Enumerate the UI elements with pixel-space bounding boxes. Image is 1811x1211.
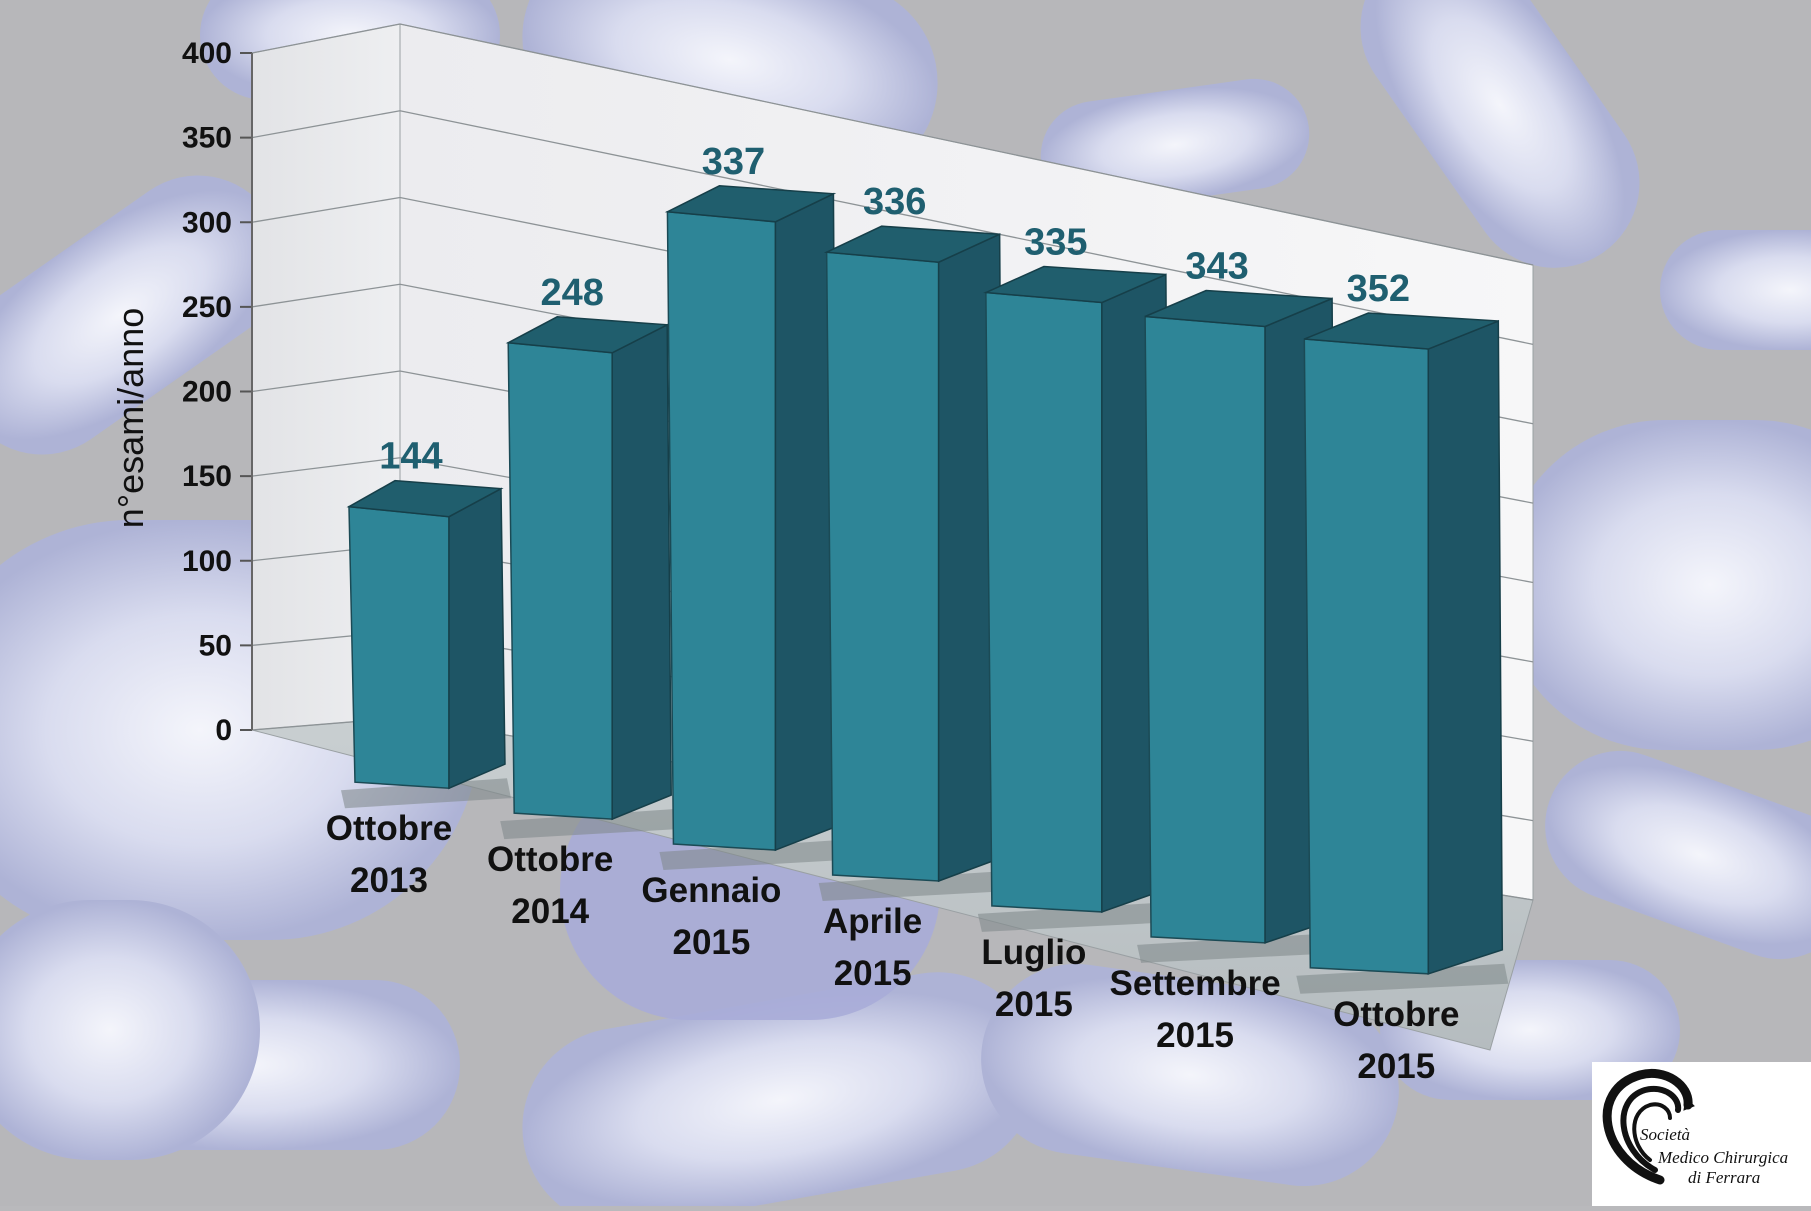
data-labels: 144 248 337 336 335 343 352 <box>379 141 1410 478</box>
bar-top <box>1304 312 1499 350</box>
data-label: 248 <box>541 272 604 314</box>
bar-front <box>507 341 613 820</box>
bar-top <box>346 479 504 518</box>
bars <box>340 185 1509 994</box>
bar-side <box>1427 319 1504 975</box>
category-label-line: 2015 <box>995 985 1073 1024</box>
bar-top <box>823 225 1000 263</box>
bar <box>659 185 844 871</box>
category-label-line: Luglio <box>981 933 1086 972</box>
category-label: Settembre 2015 <box>1110 964 1281 1055</box>
y-tick-label: 50 <box>199 629 232 662</box>
category-label-line: Ottobre <box>1333 995 1459 1034</box>
category-label: Luglio 2015 <box>981 933 1086 1024</box>
bar-side <box>611 323 672 821</box>
y-tick-label: 100 <box>182 545 232 578</box>
bar-top <box>664 185 837 223</box>
category-label: Ottobre 2014 <box>487 840 613 931</box>
data-label: 335 <box>1024 222 1087 264</box>
y-tick-label: 0 <box>215 714 232 747</box>
y-tick-label: 200 <box>182 376 232 409</box>
y-tick-label: 150 <box>182 460 232 493</box>
data-label: 343 <box>1185 245 1248 287</box>
logo-line-1: Società <box>1640 1125 1690 1144</box>
bar-top <box>505 316 670 354</box>
logo-line-2: Medico Chirurgica <box>1657 1148 1788 1167</box>
bar-front <box>1144 315 1266 944</box>
bar-front <box>1303 338 1430 975</box>
bar-side <box>448 487 506 790</box>
y-tick-label: 400 <box>182 37 232 70</box>
bar <box>500 316 678 840</box>
category-label-line: 2015 <box>1357 1047 1435 1086</box>
category-label: Ottobre 2013 <box>326 809 452 900</box>
category-label-line: Ottobre <box>326 809 452 848</box>
bar <box>340 479 511 809</box>
category-label-line: 2015 <box>1156 1016 1234 1055</box>
bar-top <box>1144 289 1333 328</box>
category-label-line: 2015 <box>834 954 912 993</box>
category-label-line: Gennaio <box>641 871 781 910</box>
data-label: 337 <box>702 141 765 183</box>
category-label-line: Ottobre <box>487 840 613 879</box>
category-label-line: Settembre <box>1110 964 1281 1003</box>
bar-front <box>348 505 450 789</box>
data-label: 144 <box>379 436 442 478</box>
gridline <box>251 110 1534 346</box>
bar <box>818 225 1010 901</box>
bar-front <box>825 251 940 882</box>
category-label-line: 2014 <box>511 892 589 931</box>
category-label: Ottobre 2015 <box>1333 995 1459 1086</box>
category-label: Gennaio 2015 <box>641 871 781 962</box>
category-label-line: Aprile <box>823 902 922 941</box>
category-label: Aprile 2015 <box>823 902 922 993</box>
bar-front <box>985 291 1103 913</box>
logo-line-3: di Ferrara <box>1688 1168 1760 1187</box>
y-tick-label: 300 <box>182 206 232 239</box>
bar-top <box>982 265 1167 304</box>
y-axis-label: n°esami/anno <box>110 308 151 529</box>
y-tick-label: 350 <box>182 122 232 155</box>
y-axis: 0 50 100 150 200 250 300 350 400 <box>182 37 253 747</box>
bar <box>1296 312 1509 994</box>
y-tick-label: 250 <box>182 291 232 324</box>
logo-swirl-icon <box>1602 1069 1695 1185</box>
category-labels: Ottobre 2013 Ottobre 2014 Gennaio 2015 Aprile 2… <box>326 809 1460 1086</box>
bar-front <box>666 210 777 851</box>
category-label-line: 2013 <box>350 861 428 900</box>
category-label-line: 2015 <box>672 923 750 962</box>
data-label: 352 <box>1347 268 1410 310</box>
societa-logo: Società Medico Chirurgica di Ferrara <box>1592 1062 1811 1206</box>
gridline <box>251 23 1534 266</box>
data-label: 336 <box>863 181 926 223</box>
